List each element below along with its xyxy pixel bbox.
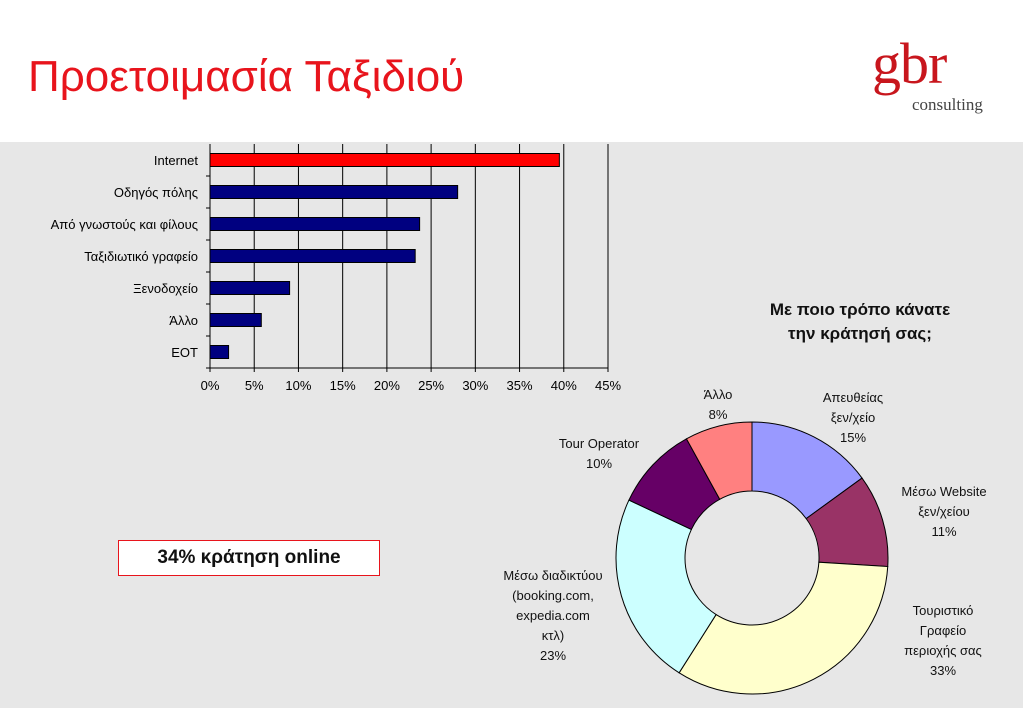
slice-label-3: Τουριστικό Γραφείο περιοχής σας 33% (878, 601, 1008, 681)
slice-label-line: περιοχής σας (904, 643, 982, 658)
x-tick-label: 10% (285, 378, 311, 393)
slice-label-4: Μέσω διαδικτύου (booking.com, expedia.com κ… (478, 566, 628, 666)
online-booking-callout: 34% κράτηση online (118, 540, 380, 576)
x-tick-label: 15% (330, 378, 356, 393)
category-label: ΕΟΤ (171, 345, 198, 360)
slice-label-2: Μέσω Website ξεν/χείου 11% (880, 482, 1008, 542)
x-tick-label: 0% (201, 378, 220, 393)
x-tick-label: 25% (418, 378, 444, 393)
bar-chart: 0% 5% 10% 15% 20% 25% 30% 35% 40% 45% Internet Οδηγ… (51, 144, 621, 393)
bar-οδηγός-πόλης (209, 185, 459, 199)
bar-ξενοδοχείο (209, 281, 291, 295)
category-label: Άλλο (169, 313, 198, 328)
slice-label-line: ξεν/χείου (918, 504, 970, 519)
category-label: Ξενοδοχείο (133, 281, 198, 296)
bar-άλλο (209, 313, 262, 327)
slice-label-1: Απευθείας ξεν/χείο 15% (790, 388, 916, 448)
slice-label-line: Μέσω διαδικτύου (503, 568, 603, 583)
slice-label-line: expedia.com (516, 608, 590, 623)
slice-label-line: 33% (929, 663, 957, 678)
slice-label-line: (booking.com, (512, 588, 594, 603)
bar-ταξιδιωτικό-γραφείο (209, 249, 416, 263)
slice-label-line: 23% (539, 648, 567, 663)
pie-title-line-1: Με ποιο τρόπο κάνατε (769, 300, 951, 319)
slice-label-line: κτλ) (541, 628, 565, 643)
donut-slice-4 (615, 499, 717, 674)
slice-label-line: Γραφείο (919, 623, 967, 638)
slice-label-line: ξεν/χείο (830, 410, 876, 425)
logo-subtext: consulting (912, 95, 983, 114)
slice-label-6: Άλλο 8% (680, 385, 756, 425)
category-label: Internet (154, 153, 198, 168)
donut-slice-6 (685, 421, 753, 500)
slice-label-line: Τουριστικό (912, 603, 974, 618)
bar-εοτ (209, 345, 230, 359)
logo-text: gbr (872, 31, 947, 96)
page-title: Προετοιμασία Ταξιδιού (28, 52, 465, 101)
donut-chart (615, 421, 889, 695)
x-tick-label: 35% (507, 378, 533, 393)
category-label: Από γνωστούς και φίλους (51, 217, 198, 232)
slice-label-line: 10% (585, 456, 613, 471)
bar-internet (209, 153, 560, 167)
pie-chart-title: Με ποιο τρόπο κάνατε την κράτησή σας; (720, 298, 1000, 346)
header: Προετοιμασία Ταξιδιού gbr consulting (0, 0, 1023, 142)
slice-label-5: Tour Operator 10% (530, 434, 668, 474)
slice-label-line: 11% (931, 524, 957, 539)
slice-label-line: 8% (708, 407, 728, 422)
category-label: Οδηγός πόλης (114, 185, 198, 200)
bar-από-γνωστούς-και-φίλους (209, 217, 421, 231)
donut-slice-3 (678, 561, 889, 695)
slice-label-line: 15% (839, 430, 867, 445)
pie-title-line-2: την κράτησή σας; (788, 324, 932, 343)
x-tick-label: 45% (595, 378, 621, 393)
x-tick-label: 5% (245, 378, 264, 393)
category-label: Ταξιδιωτικό γραφείο (84, 249, 198, 264)
x-tick-label: 30% (462, 378, 488, 393)
gbr-logo: gbr consulting (868, 31, 1013, 118)
slice-label-line: Απευθείας (822, 390, 884, 405)
x-tick-label: 20% (374, 378, 400, 393)
slice-label-line: Tour Operator (558, 436, 640, 451)
slice-label-line: Άλλο (703, 387, 733, 402)
x-tick-label: 40% (551, 378, 577, 393)
slice-label-line: Μέσω Website (901, 484, 987, 499)
